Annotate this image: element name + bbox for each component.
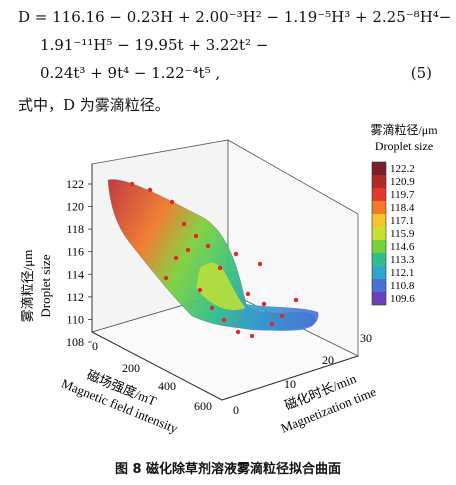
colorbar-swatch — [372, 188, 386, 201]
x-tick-label: 0 — [92, 339, 98, 353]
colorbar-swatch — [372, 175, 386, 188]
colorbar-swatch — [372, 227, 386, 240]
data-point — [169, 199, 175, 205]
data-points — [129, 181, 299, 339]
y-tick-label: 20 — [322, 353, 334, 367]
data-point — [193, 233, 199, 239]
z-tick-label: 108 — [66, 335, 84, 349]
data-point — [279, 313, 285, 319]
data-point — [209, 305, 215, 311]
fitted-surface — [107, 179, 315, 331]
colorbar-level-label: 114.6 — [390, 241, 415, 253]
colorbar-frame — [371, 161, 387, 306]
data-point — [221, 317, 227, 323]
surface-chart: 108 110 112 114 116 118 120 122 0 200 400 600 0 10 2… — [20, 122, 438, 436]
equation-line-3: 0.24t³ + 9t⁴ − 1.22⁻⁴t⁵ , — [40, 64, 221, 82]
colorbar-swatch — [372, 201, 386, 214]
z-label-cn: 雾滴粒径/μm — [20, 250, 35, 323]
colorbar-title-en: Droplet size — [375, 139, 433, 153]
data-point — [217, 265, 223, 271]
colorbar-title-cn: 雾滴粒径/μm — [370, 122, 438, 137]
data-point — [197, 287, 203, 293]
z-tick-label: 120 — [66, 200, 84, 214]
surface-peak — [196, 262, 246, 310]
data-point — [185, 247, 191, 253]
colorbar: 122.2120.9119.7118.4117.1115.9114.6113.3… — [371, 161, 415, 306]
colorbar-swatch — [372, 253, 386, 266]
colorbar-swatch — [372, 162, 386, 175]
colorbar-level-label: 113.3 — [390, 254, 415, 266]
colorbar-level-label: 117.1 — [390, 215, 414, 227]
colorbar-swatch — [372, 214, 386, 227]
data-point — [293, 297, 299, 303]
colorbar-level-label: 109.6 — [390, 293, 415, 305]
variable-description: 式中，D 为雾滴粒径。 — [18, 96, 170, 114]
data-point — [163, 275, 169, 281]
data-point — [129, 181, 135, 187]
z-tick-label: 118 — [66, 222, 84, 236]
equation-line-2: 1.91⁻¹¹H⁵ − 19.95t + 3.22t² − — [40, 36, 269, 54]
surface-low-plateau — [240, 304, 319, 331]
data-point — [147, 187, 153, 193]
y-tick-label: 30 — [360, 331, 372, 345]
data-point — [249, 333, 255, 339]
z-ticks: 108 110 112 114 116 118 120 122 — [66, 177, 92, 349]
colorbar-level-label: 110.8 — [390, 280, 415, 292]
colorbar-swatch — [372, 266, 386, 279]
colorbar-level-label: 122.2 — [390, 163, 415, 175]
colorbar-level-label: 120.9 — [390, 176, 415, 188]
data-point — [261, 301, 267, 307]
figure-caption: 图 8 磁化除草剂溶液雾滴粒径拟合曲面 — [114, 462, 342, 477]
data-point — [233, 251, 239, 257]
z-tick-label: 116 — [66, 245, 84, 259]
z-tick-label: 122 — [66, 177, 84, 191]
x-tick-label: 600 — [194, 399, 212, 413]
x-tick-label: 400 — [158, 379, 176, 393]
data-point — [269, 321, 275, 327]
z-label-en: Droplet size — [38, 254, 53, 317]
z-tick-label: 112 — [66, 290, 84, 304]
y-tick-label: 0 — [233, 403, 239, 417]
x-ticks: 0 200 400 600 — [92, 339, 212, 413]
colorbar-swatch — [372, 240, 386, 253]
data-point — [205, 243, 211, 249]
data-point — [245, 291, 251, 297]
z-tick-label: 114 — [66, 267, 84, 281]
data-point — [181, 221, 187, 227]
colorbar-level-label: 115.9 — [390, 228, 415, 240]
y-tick-label: 10 — [284, 377, 296, 391]
data-point — [235, 329, 241, 335]
x-axis-line — [91, 331, 223, 401]
data-point — [173, 255, 179, 261]
z-tick-label: 110 — [66, 312, 84, 326]
data-point — [257, 261, 263, 267]
x-tick-label: 200 — [122, 361, 140, 375]
colorbar-level-label: 119.7 — [390, 189, 415, 201]
colorbar-swatch — [372, 279, 386, 292]
colorbar-level-label: 112.1 — [390, 267, 414, 279]
y-axis-line — [221, 355, 359, 401]
equation-line-1: D = 116.16 − 0.23H + 2.00⁻³H² − 1.19⁻⁵H³… — [18, 8, 452, 26]
colorbar-level-label: 118.4 — [390, 202, 415, 214]
equation-number: (5) — [410, 64, 432, 82]
colorbar-swatch — [372, 292, 386, 305]
y-ticks: 0 10 20 30 — [233, 331, 372, 417]
